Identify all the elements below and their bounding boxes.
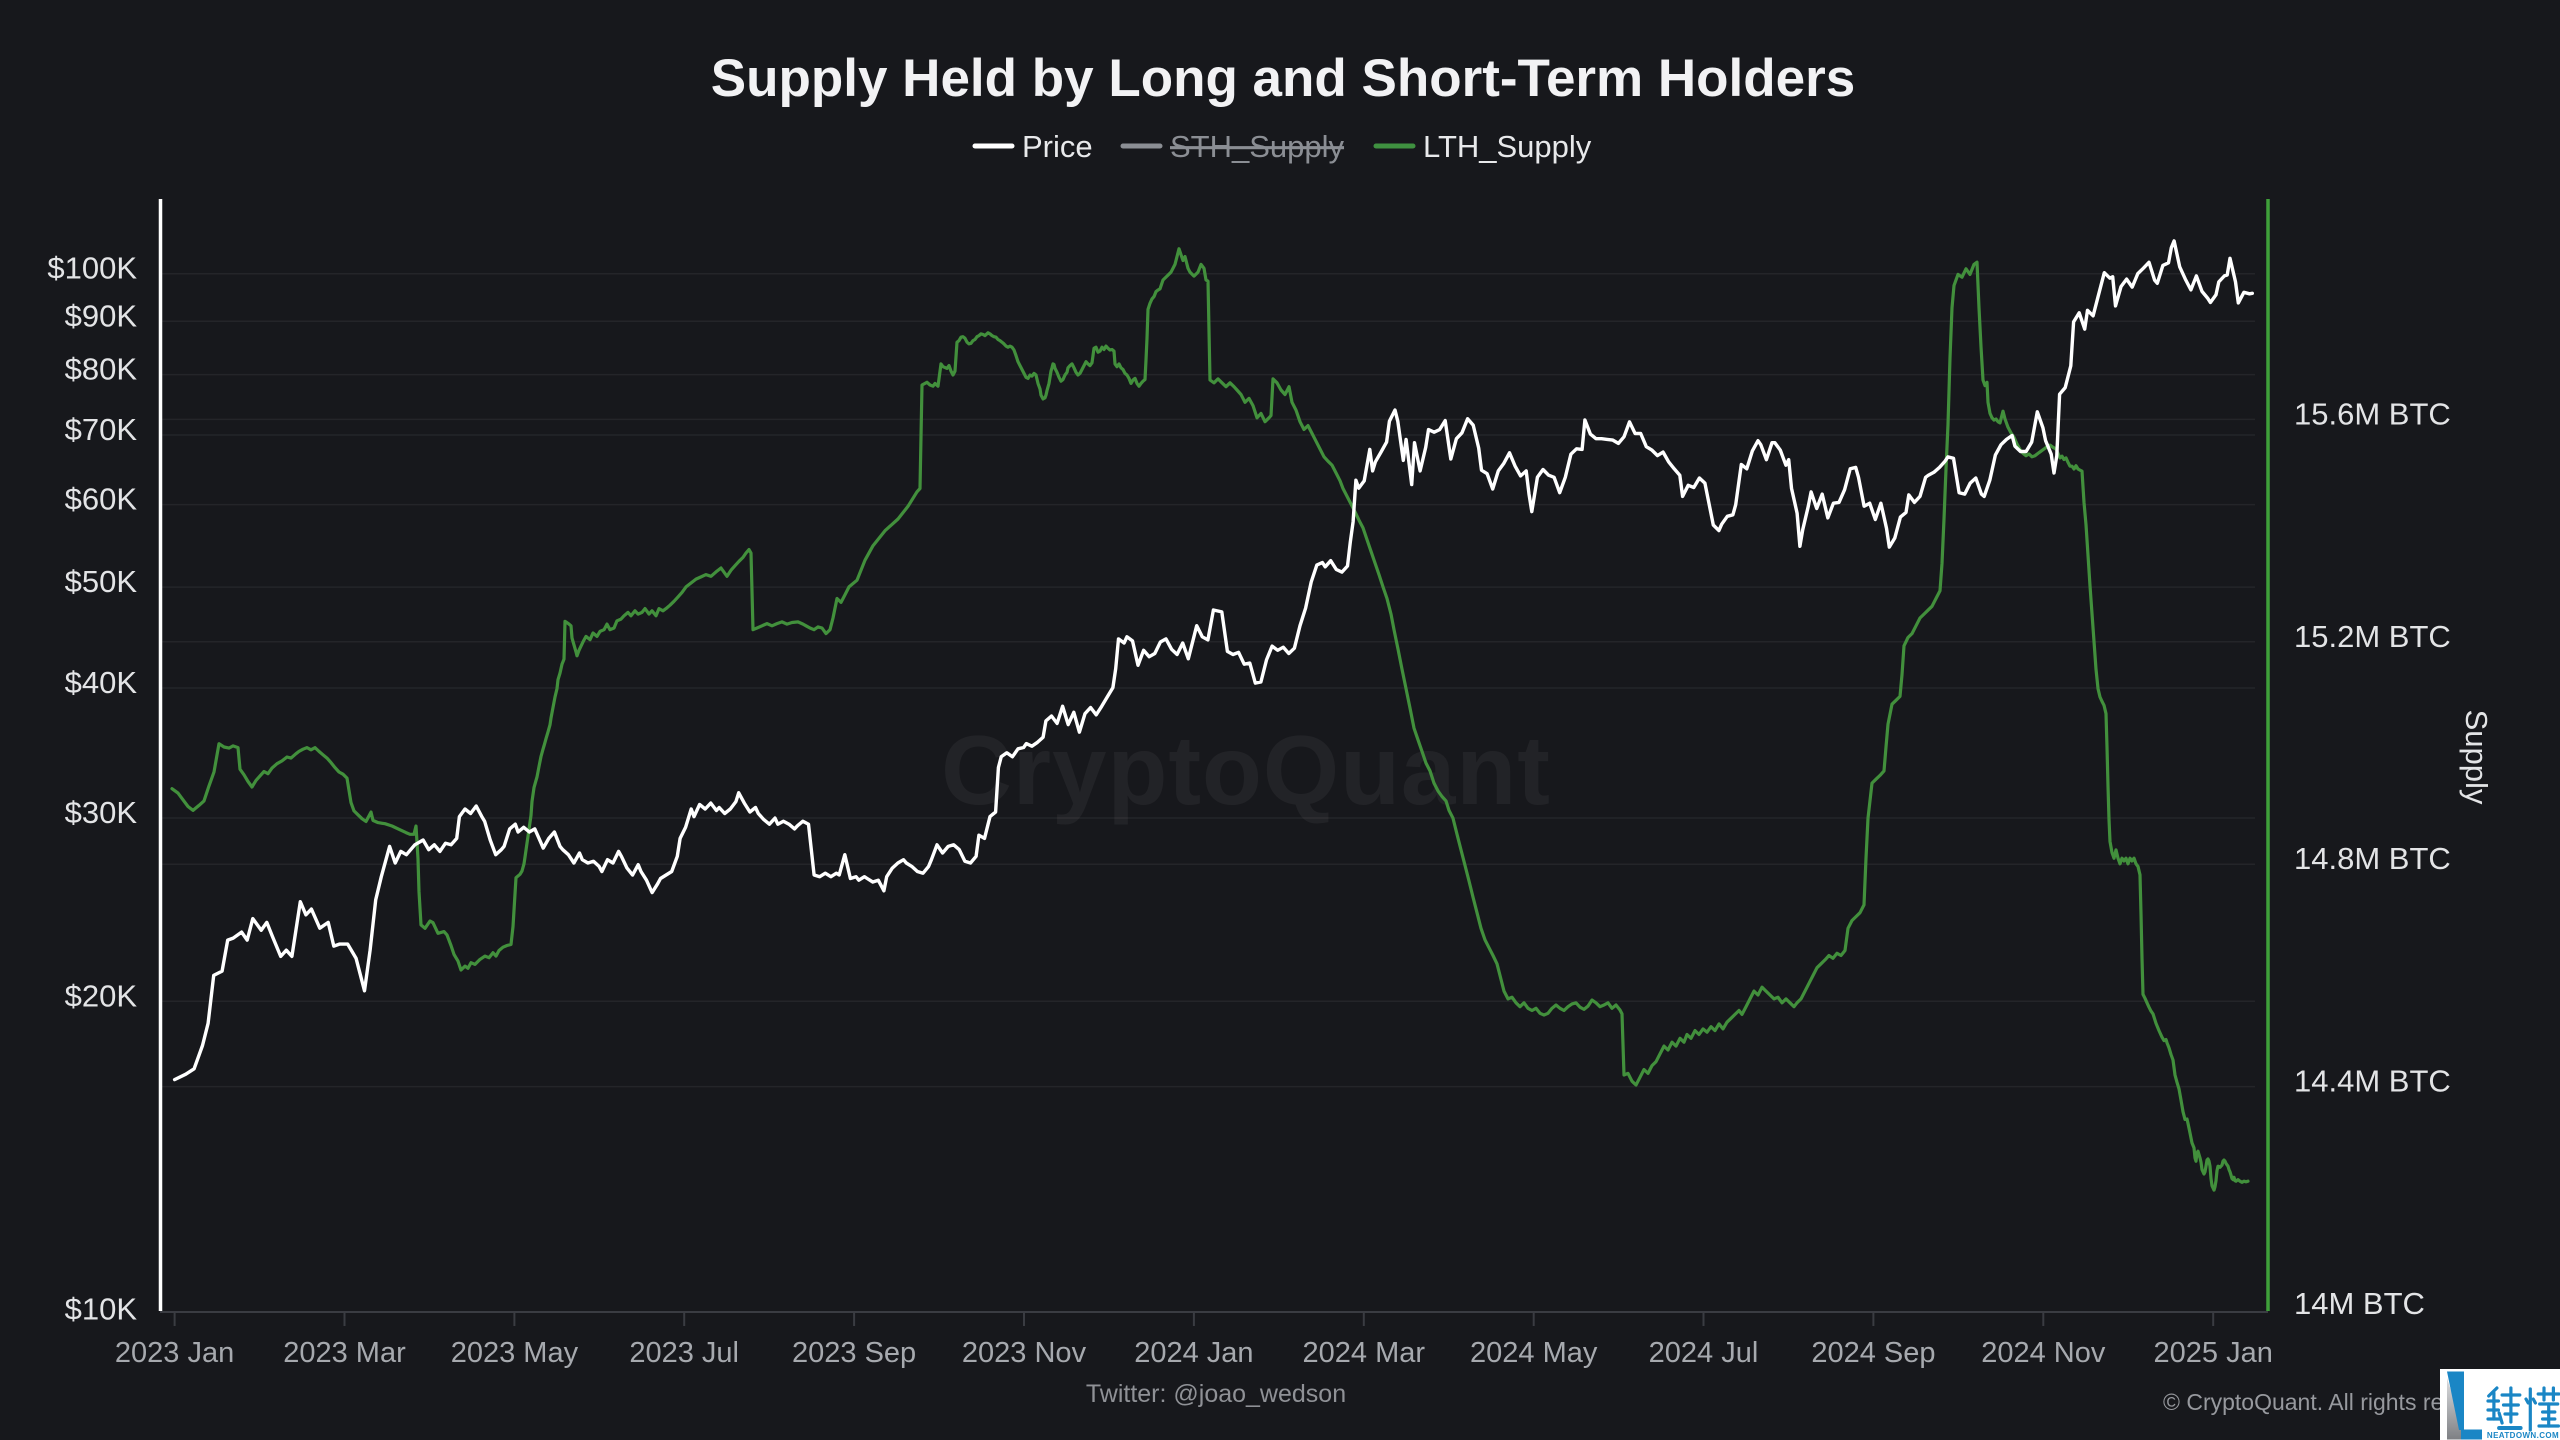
svg-text:Twitter: @joao_wedson: Twitter: @joao_wedson <box>1086 1380 1346 1408</box>
svg-text:LTH_Supply: LTH_Supply <box>1423 129 1592 164</box>
svg-text:2024 Nov: 2024 Nov <box>1981 1337 2106 1369</box>
svg-text:$20K: $20K <box>65 978 138 1013</box>
svg-text:NEATDOWN.COM: NEATDOWN.COM <box>2487 1431 2559 1440</box>
svg-text:$60K: $60K <box>65 482 138 517</box>
svg-text:15.2M BTC: 15.2M BTC <box>2294 619 2451 654</box>
svg-text:$30K: $30K <box>65 795 138 830</box>
svg-text:2025 Jan: 2025 Jan <box>2154 1337 2273 1369</box>
svg-text:2023 Mar: 2023 Mar <box>283 1337 406 1369</box>
svg-text:2023 Jan: 2023 Jan <box>115 1337 234 1369</box>
svg-text:$40K: $40K <box>65 665 138 700</box>
svg-text:Supply Held by Long and Short-: Supply Held by Long and Short-Term Holde… <box>711 49 1855 108</box>
svg-text:2024 Jan: 2024 Jan <box>1134 1337 1253 1369</box>
svg-text:$90K: $90K <box>65 298 138 333</box>
svg-text:CryptoQuant: CryptoQuant <box>941 715 1551 825</box>
svg-text:2023 May: 2023 May <box>451 1337 579 1369</box>
svg-text:2024 Sep: 2024 Sep <box>1811 1337 1935 1369</box>
svg-text:14.8M BTC: 14.8M BTC <box>2294 841 2451 876</box>
svg-text:2023 Jul: 2023 Jul <box>629 1337 739 1369</box>
svg-text:14M BTC: 14M BTC <box>2294 1286 2425 1321</box>
svg-text:2024 Mar: 2024 Mar <box>1303 1337 1426 1369</box>
svg-text:2023 Sep: 2023 Sep <box>792 1337 916 1369</box>
svg-text:14.4M BTC: 14.4M BTC <box>2294 1064 2451 1099</box>
svg-text:$70K: $70K <box>65 412 138 447</box>
svg-text:$80K: $80K <box>65 352 138 387</box>
svg-text:STH_Supply: STH_Supply <box>1170 129 1345 164</box>
svg-text:Price: Price <box>1022 129 1093 164</box>
svg-text:$10K: $10K <box>65 1292 138 1327</box>
svg-text:$100K: $100K <box>47 251 137 286</box>
svg-text:Supply: Supply <box>2459 710 2494 805</box>
svg-text:2024 Jul: 2024 Jul <box>1649 1337 1759 1369</box>
svg-text:$50K: $50K <box>65 564 138 599</box>
svg-text:15.6M BTC: 15.6M BTC <box>2294 396 2451 431</box>
svg-text:2024 May: 2024 May <box>1470 1337 1598 1369</box>
svg-text:2023 Nov: 2023 Nov <box>962 1337 1087 1369</box>
